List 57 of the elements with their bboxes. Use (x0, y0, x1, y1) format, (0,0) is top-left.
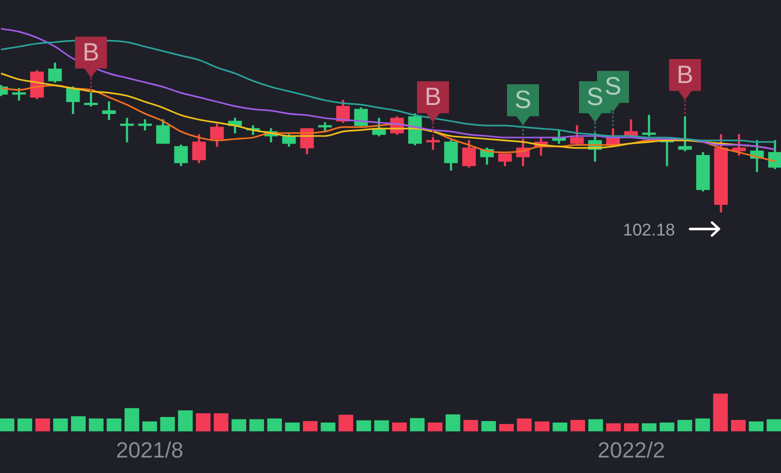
x-tick-label: 2022/2 (598, 437, 665, 462)
series-label: B (424, 83, 442, 112)
bar (499, 424, 514, 432)
bar (285, 422, 300, 432)
bar (88, 418, 104, 432)
text: B (676, 60, 694, 89)
bar (196, 413, 211, 432)
bar (463, 420, 478, 432)
bar (552, 422, 568, 432)
bar (588, 419, 603, 432)
bar (410, 418, 425, 432)
x-tick-label: 2021/8 (116, 437, 184, 462)
text: S (586, 83, 604, 112)
bar (178, 410, 193, 432)
bar (53, 418, 68, 432)
bar (534, 421, 550, 432)
bar (232, 419, 246, 432)
bar (338, 414, 354, 432)
bar (124, 408, 140, 432)
candlestick (120, 118, 134, 142)
bar (35, 418, 50, 432)
bar (0, 418, 14, 432)
text: B (82, 38, 100, 66)
bar (392, 422, 407, 432)
legend-label: S (514, 86, 532, 114)
bar (713, 394, 728, 432)
bar (267, 418, 282, 432)
bar (677, 420, 692, 432)
bar (660, 422, 674, 432)
bar (624, 423, 639, 432)
text: S (604, 72, 622, 101)
bar (320, 422, 336, 432)
bar (695, 418, 710, 432)
bar (766, 419, 781, 432)
bar (516, 418, 532, 432)
candlestick (138, 119, 152, 130)
bar (606, 423, 621, 432)
bar (160, 416, 175, 432)
candlestick (426, 137, 440, 150)
text: 102.18 (623, 220, 675, 240)
bar (730, 420, 746, 432)
bar (214, 413, 228, 432)
bar (356, 420, 372, 432)
candlestick (642, 114, 656, 136)
bar (374, 420, 389, 432)
bar (570, 420, 586, 432)
bar (481, 421, 496, 432)
bar (642, 423, 656, 432)
bar (748, 421, 764, 432)
bar (249, 419, 264, 432)
bar (142, 421, 158, 432)
bar (446, 414, 460, 432)
bar (106, 418, 122, 432)
bar (71, 416, 86, 432)
bar (428, 422, 442, 432)
bar (302, 421, 318, 432)
bar (18, 418, 32, 432)
